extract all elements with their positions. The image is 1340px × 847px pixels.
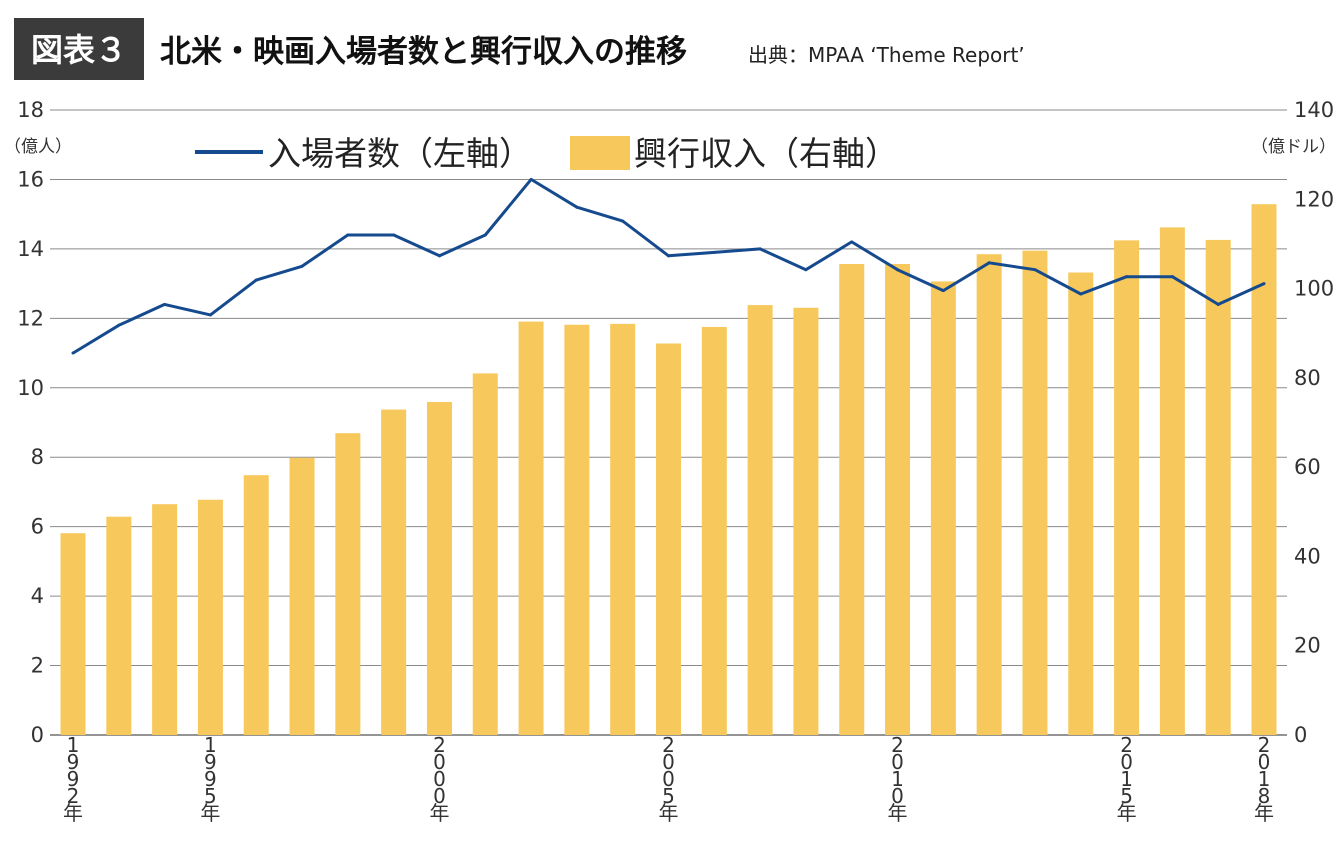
revenue-bar [1159, 227, 1185, 736]
left-axis-tick-label: 8 [31, 445, 44, 469]
revenue-bar [426, 401, 452, 735]
revenue-bar [1251, 204, 1277, 736]
revenue-bar [701, 326, 727, 735]
right-axis-tick-label: 0 [1294, 723, 1307, 747]
left-axis-tick-label: 6 [31, 515, 44, 539]
revenue-bar [1114, 240, 1140, 735]
left-axis-tick-label: 12 [17, 306, 44, 330]
chart-source: 出典：MPAA ‘Theme Report’ [748, 43, 1025, 67]
attendance-point [850, 240, 854, 244]
attendance-point [1125, 275, 1129, 279]
attendance-point [483, 233, 487, 237]
attendance-point [758, 247, 762, 251]
revenue-bar [930, 281, 956, 735]
figure-label-box [14, 18, 144, 80]
right-axis-unit: （億ドル） [1251, 137, 1336, 157]
revenue-bar [472, 373, 498, 735]
revenue-bar [60, 533, 86, 735]
revenue-bar [1068, 272, 1094, 735]
attendance-point [300, 264, 304, 268]
attendance-point [437, 254, 441, 258]
revenue-bar [610, 323, 636, 735]
attendance-point [392, 233, 396, 237]
legend-line-label: 入場者数（左軸） [268, 134, 532, 173]
legend-bar-swatch [570, 136, 630, 170]
attendance-point [987, 261, 991, 265]
left-axis-tick-label: 16 [17, 167, 44, 191]
right-axis-tick-label: 80 [1294, 366, 1321, 390]
right-axis-tick-label: 140 [1294, 98, 1334, 122]
revenue-bar [243, 475, 269, 735]
right-axis-tick-label: 40 [1294, 544, 1321, 568]
legend: 入場者数（左軸） 興行収入（右軸） [195, 134, 898, 173]
revenue-bar [1205, 239, 1231, 736]
attendance-point [712, 250, 716, 254]
attendance-point [621, 219, 625, 223]
revenue-bar [335, 433, 361, 735]
attendance-point [254, 278, 258, 282]
attendance-point [941, 289, 945, 293]
left-axis-tick-label: 18 [17, 98, 44, 122]
revenue-bar [656, 343, 681, 735]
revenue-bar [839, 264, 865, 735]
chart-title: 北米・映画入場者数と興行収入の推移 [160, 34, 687, 70]
revenue-bar [381, 409, 407, 735]
left-axis-tick-label: 2 [31, 654, 44, 678]
revenue-bar [197, 499, 223, 735]
bars-layer [60, 204, 1277, 736]
left-axis-tick-label: 0 [31, 723, 44, 747]
left-axis-tick-label: 14 [17, 237, 44, 261]
right-axis-tick-label: 20 [1294, 634, 1321, 658]
revenue-bar [289, 457, 315, 735]
attendance-point [346, 233, 350, 237]
revenue-bar [106, 516, 132, 735]
attendance-point [1170, 275, 1174, 279]
revenue-bar [885, 264, 911, 735]
right-axis-ticks: 0 20 40 60 80 100 120 140 [1294, 98, 1334, 747]
attendance-point [667, 254, 670, 258]
left-axis-ticks: 0 2 4 6 8 10 12 14 16 18 [17, 98, 44, 747]
attendance-point [1262, 282, 1266, 286]
attendance-point [117, 323, 121, 327]
x-axis-ticks: 1 9 9 2 年 1 9 9 5 年 2 0 0 0 年 2 0 0 5 年 2 0 1 0 年 2 0 1 5 年 2 0 1 8 年 [63, 733, 1274, 825]
attendance-point [1079, 292, 1083, 296]
revenue-bar [564, 324, 590, 735]
left-axis-tick-label: 10 [17, 376, 44, 400]
right-axis-tick-label: 100 [1294, 277, 1334, 301]
attendance-point [1033, 268, 1037, 272]
left-axis-unit: （億人） [4, 137, 72, 157]
attendance-point [575, 205, 579, 209]
attendance-point [208, 313, 212, 317]
right-axis-tick-label: 60 [1294, 455, 1321, 479]
attendance-point [71, 351, 75, 355]
revenue-bar [518, 321, 544, 735]
attendance-point [163, 302, 167, 306]
revenue-bar [1022, 250, 1048, 735]
attendance-point [1216, 302, 1220, 306]
revenue-bar [793, 307, 819, 735]
left-axis-tick-label: 4 [31, 584, 44, 608]
revenue-bar [747, 305, 773, 735]
attendance-point [896, 268, 900, 272]
revenue-bar [152, 504, 178, 735]
legend-bar-label: 興行収入（右軸） [634, 134, 898, 173]
revenue-bar [976, 254, 1002, 736]
attendance-point [529, 177, 533, 181]
right-axis-tick-label: 120 [1294, 187, 1334, 211]
line-layer [71, 177, 1266, 355]
attendance-point [804, 268, 808, 272]
figure-label: 図表３ [31, 31, 127, 69]
